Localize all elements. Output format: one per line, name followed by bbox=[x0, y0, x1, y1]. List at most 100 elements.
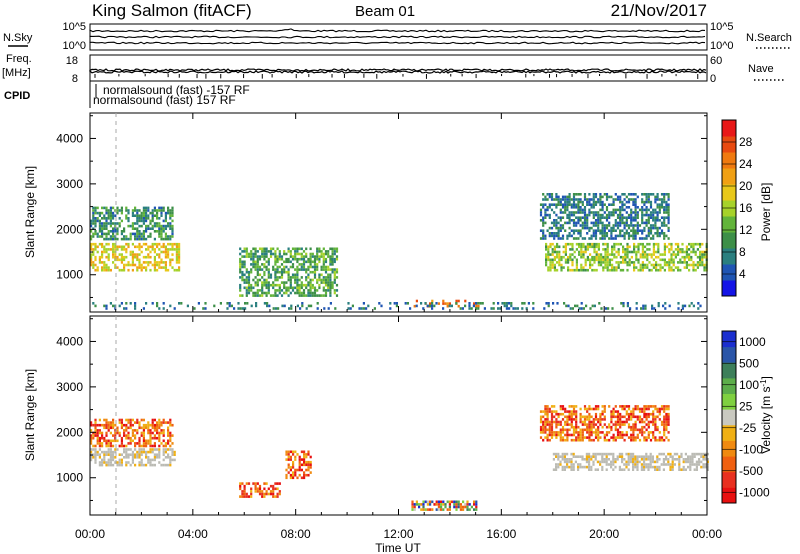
data-cell bbox=[579, 436, 582, 439]
data-cell bbox=[667, 463, 670, 466]
data-cell bbox=[621, 415, 624, 419]
data-cell bbox=[616, 208, 620, 212]
data-cell bbox=[647, 463, 650, 466]
data-cell bbox=[699, 253, 702, 256]
data-cell bbox=[665, 423, 668, 426]
data-cell bbox=[660, 206, 664, 209]
data-cell bbox=[691, 463, 694, 466]
data-cell bbox=[638, 237, 642, 240]
data-cell bbox=[590, 206, 593, 209]
data-cell bbox=[303, 471, 306, 474]
data-cell bbox=[112, 304, 115, 308]
data-cell bbox=[162, 261, 165, 264]
data-cell bbox=[603, 193, 606, 196]
data-cell bbox=[239, 289, 242, 292]
data-cell bbox=[156, 209, 159, 212]
data-cell bbox=[621, 460, 624, 464]
data-cell bbox=[687, 460, 690, 464]
data-cell bbox=[245, 276, 248, 279]
data-cell bbox=[162, 206, 165, 210]
data-cell bbox=[90, 429, 93, 432]
data-cell bbox=[602, 242, 605, 246]
data-cell bbox=[331, 250, 334, 253]
data-cell bbox=[637, 242, 640, 246]
data-cell bbox=[116, 439, 119, 443]
data-cell bbox=[545, 255, 548, 259]
data-cell bbox=[92, 266, 95, 269]
data-cell bbox=[429, 508, 432, 511]
data-cell bbox=[272, 247, 275, 251]
data-cell bbox=[156, 436, 159, 440]
data-cell bbox=[614, 229, 617, 232]
data-cell bbox=[164, 261, 167, 264]
data-cell bbox=[320, 255, 323, 258]
data-cell bbox=[563, 465, 566, 469]
data-cell bbox=[641, 255, 644, 259]
data-cell bbox=[655, 250, 658, 254]
data-cell bbox=[641, 200, 644, 204]
data-cell bbox=[298, 263, 301, 266]
data-cell bbox=[278, 490, 281, 493]
data-cell bbox=[668, 261, 671, 264]
data-cell bbox=[588, 407, 591, 411]
data-cell bbox=[616, 415, 620, 419]
data-cell bbox=[614, 420, 617, 424]
data-cell bbox=[614, 460, 617, 464]
data-cell bbox=[280, 268, 284, 271]
data-cell bbox=[661, 258, 664, 262]
data-cell bbox=[90, 219, 93, 223]
data-cell bbox=[588, 418, 591, 421]
data-cell bbox=[639, 242, 642, 246]
data-cell bbox=[623, 415, 626, 419]
data-cell bbox=[612, 423, 615, 426]
data-cell bbox=[305, 247, 308, 251]
data-cell bbox=[616, 433, 620, 437]
data-cell bbox=[594, 428, 598, 432]
data-cell bbox=[597, 245, 600, 249]
data-cell bbox=[246, 302, 249, 305]
data-cell bbox=[560, 263, 563, 267]
data-cell bbox=[508, 307, 511, 310]
data-cell bbox=[160, 442, 163, 445]
data-cell bbox=[617, 250, 620, 254]
data-cell bbox=[256, 273, 259, 277]
data-cell bbox=[684, 458, 687, 461]
data-cell bbox=[546, 198, 549, 201]
data-cell bbox=[300, 468, 303, 472]
data-cell bbox=[568, 415, 571, 419]
data-cell bbox=[109, 442, 112, 445]
data-cell bbox=[112, 217, 115, 220]
data-cell bbox=[98, 211, 101, 215]
data-cell bbox=[497, 302, 500, 305]
data-cell bbox=[153, 266, 156, 269]
data-cell bbox=[318, 250, 321, 253]
data-cell bbox=[594, 436, 598, 439]
data-cell bbox=[666, 245, 669, 249]
data-cell bbox=[296, 278, 299, 282]
range-tick-label: 1000 bbox=[56, 471, 83, 485]
data-cell bbox=[167, 434, 170, 437]
data-cell bbox=[597, 431, 600, 434]
data-cell bbox=[590, 415, 593, 419]
data-cell bbox=[160, 245, 163, 249]
data-cell bbox=[94, 255, 97, 259]
data-cell bbox=[658, 458, 661, 461]
data-cell bbox=[696, 263, 699, 267]
data-cell bbox=[129, 237, 132, 241]
data-cell bbox=[579, 407, 582, 411]
data-cell bbox=[599, 203, 602, 206]
data-cell bbox=[656, 425, 659, 429]
data-cell bbox=[687, 455, 690, 458]
data-cell bbox=[557, 431, 560, 434]
data-cell bbox=[572, 200, 576, 204]
data-cell bbox=[160, 227, 163, 230]
data-cell bbox=[561, 452, 564, 456]
data-cell bbox=[605, 208, 609, 212]
data-cell bbox=[601, 229, 604, 232]
data-cell bbox=[125, 429, 128, 432]
data-cell bbox=[590, 211, 593, 214]
data-cell bbox=[677, 302, 680, 305]
data-cell bbox=[644, 250, 647, 254]
data-cell bbox=[171, 211, 174, 215]
data-cell bbox=[548, 234, 551, 238]
